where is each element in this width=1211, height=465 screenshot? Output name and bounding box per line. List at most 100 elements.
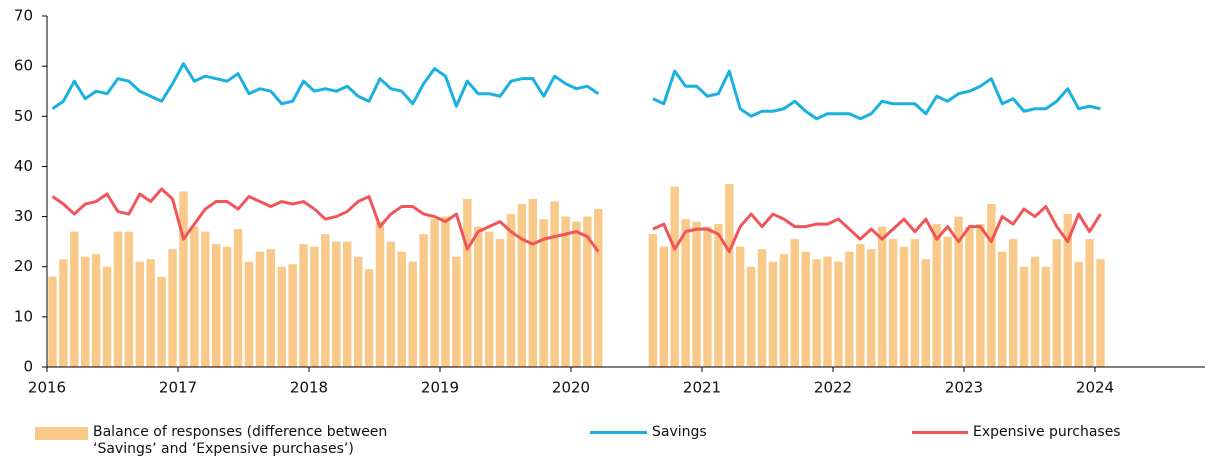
bar <box>484 231 494 367</box>
bar <box>474 226 483 367</box>
bar <box>157 276 166 367</box>
bar <box>1074 261 1083 367</box>
bar <box>998 251 1007 367</box>
bar <box>987 204 996 367</box>
bar <box>332 241 341 367</box>
bar <box>943 236 952 367</box>
bar <box>255 251 265 367</box>
bar <box>70 231 79 367</box>
bar <box>976 224 985 367</box>
bar <box>168 249 177 367</box>
legend-item: Balance of responses (difference between… <box>35 424 435 458</box>
x-tick-label: 2019 <box>421 379 459 397</box>
bar <box>910 239 920 367</box>
bar <box>954 216 963 367</box>
bar <box>877 226 887 367</box>
bar <box>1008 239 1018 367</box>
bar <box>212 244 221 367</box>
bar <box>102 266 112 367</box>
bar <box>823 256 832 367</box>
bar <box>812 259 821 367</box>
bar <box>91 254 101 367</box>
bar <box>1063 214 1072 367</box>
legend-swatch <box>590 431 647 434</box>
y-tick-label: 70 <box>14 7 33 25</box>
bar <box>190 226 199 367</box>
bar <box>594 209 603 367</box>
line <box>51 62 1101 121</box>
bar <box>932 224 941 367</box>
bar <box>1085 239 1094 367</box>
bar <box>277 266 286 367</box>
x-tick-label: 2022 <box>814 379 852 397</box>
bar <box>670 186 679 367</box>
legend-label: Savings <box>652 424 707 440</box>
bar <box>288 264 297 367</box>
x-tick-label: 2021 <box>683 379 721 397</box>
bar <box>386 241 396 367</box>
bar <box>703 226 712 367</box>
bar <box>266 249 275 367</box>
bar <box>397 251 406 367</box>
legend-item: Savings <box>590 424 707 441</box>
bar <box>714 224 723 367</box>
bar <box>310 246 319 367</box>
y-tick-label: 10 <box>14 307 33 325</box>
bar <box>124 231 134 367</box>
legend-label: Balance of responses (difference between… <box>93 424 388 457</box>
bar <box>692 221 701 367</box>
bar <box>517 204 527 367</box>
bar <box>965 226 974 367</box>
y-tick-label: 0 <box>23 358 33 376</box>
x-tick-label: 2020 <box>552 379 590 397</box>
bar <box>681 219 690 367</box>
bar <box>113 231 123 367</box>
legend-swatch <box>35 427 88 440</box>
bar <box>746 266 756 367</box>
legend-label: Expensive purchases <box>973 424 1121 440</box>
bar <box>375 221 385 367</box>
bar <box>768 261 778 367</box>
bar <box>550 201 559 367</box>
bar <box>343 241 352 367</box>
bar <box>539 219 548 367</box>
bar <box>1052 239 1061 367</box>
bar <box>463 199 472 367</box>
bar <box>179 191 188 367</box>
bar <box>1030 256 1040 367</box>
bar <box>1019 266 1029 367</box>
chart: 0 10 20 30 40 50 60 70 2016 2017 2018 2019 2020 2021 2… <box>14 7 1205 397</box>
bar <box>244 261 254 367</box>
bar <box>856 244 865 367</box>
bar <box>899 246 909 367</box>
bar <box>757 249 767 367</box>
bar <box>1041 266 1051 367</box>
bar <box>430 219 439 367</box>
bar <box>146 259 155 367</box>
bar <box>135 261 144 367</box>
bar <box>419 234 428 367</box>
bar <box>561 216 570 367</box>
bar <box>441 216 450 367</box>
x-tick-label: 2016 <box>28 379 66 397</box>
bar <box>495 239 505 367</box>
legend-swatch <box>912 431 968 434</box>
bar <box>583 216 592 367</box>
bar <box>1096 259 1105 367</box>
legend-item: Expensive purchases <box>912 424 1121 441</box>
bar <box>506 214 516 367</box>
bar <box>779 254 789 367</box>
bar <box>921 259 930 367</box>
x-tick-label: 2018 <box>290 379 328 397</box>
bar <box>452 256 461 367</box>
bar <box>888 239 898 367</box>
x-tick-label: 2024 <box>1076 379 1114 397</box>
bar <box>81 256 90 367</box>
bar <box>222 246 232 367</box>
bar <box>321 234 330 367</box>
y-tick-label: 50 <box>14 107 33 125</box>
line <box>51 187 1102 254</box>
bar <box>845 251 854 367</box>
bar <box>867 249 876 367</box>
